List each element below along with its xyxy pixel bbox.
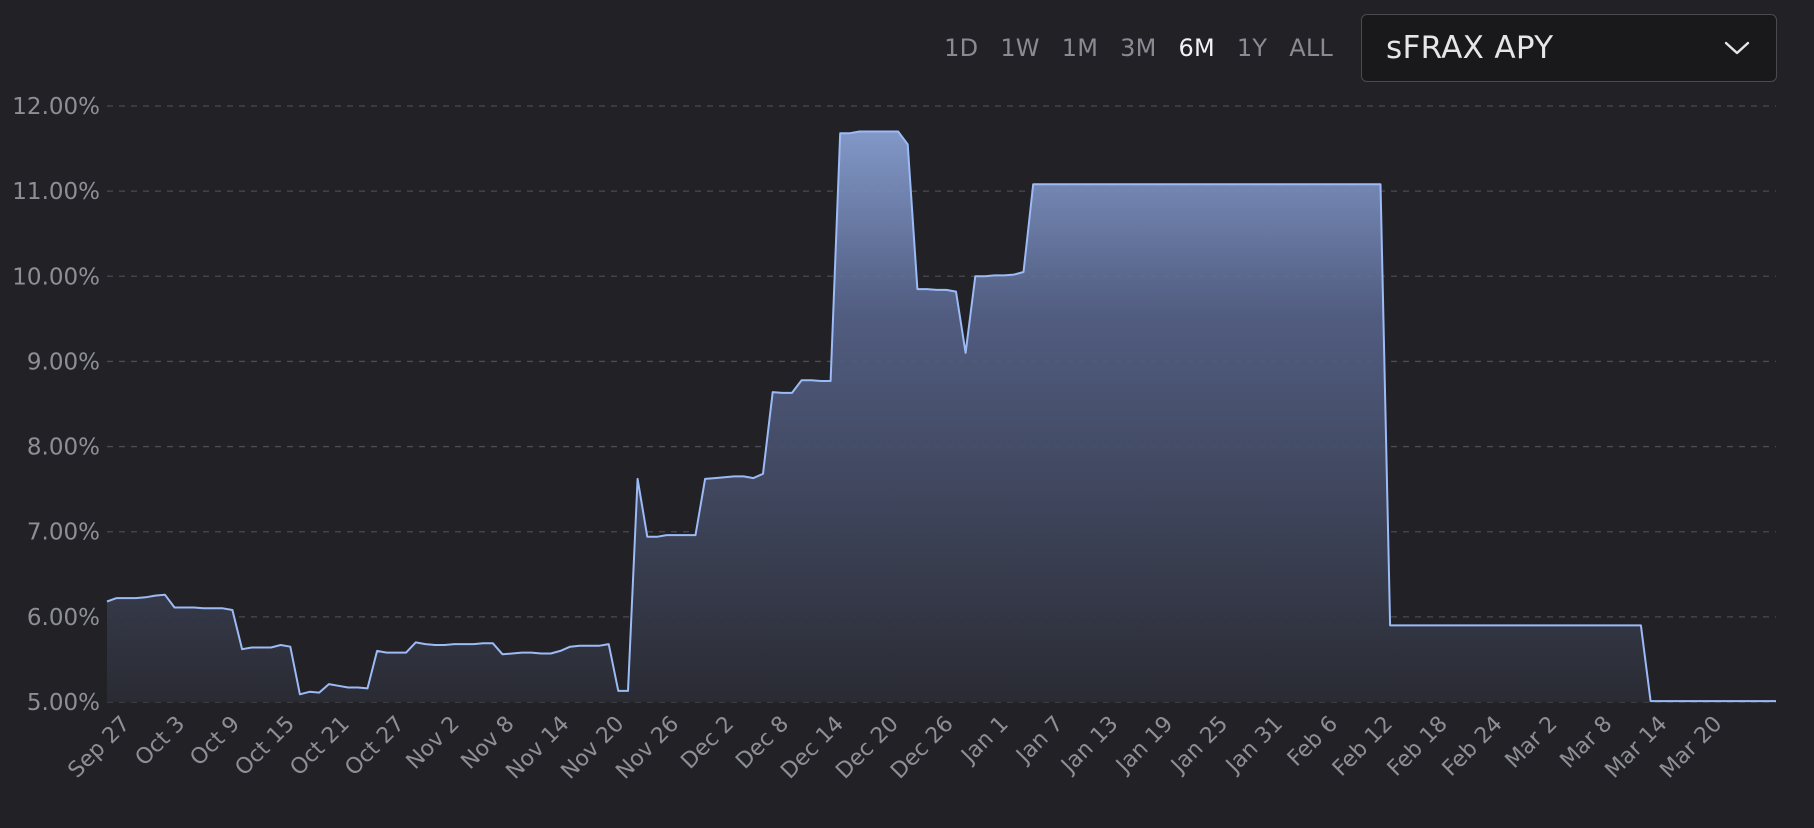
x-tick-label: Oct 27 bbox=[340, 712, 409, 781]
series-line bbox=[106, 130, 1776, 703]
x-tick-label: Jan 31 bbox=[1220, 712, 1288, 780]
y-tick-label: 7.00% bbox=[27, 520, 100, 546]
range-1w[interactable]: 1W bbox=[1000, 34, 1040, 62]
range-all[interactable]: ALL bbox=[1289, 34, 1333, 62]
x-tick-label: Oct 15 bbox=[231, 712, 300, 781]
metric-dropdown-label: sFRAX APY bbox=[1386, 30, 1554, 66]
x-tick-label: Dec 2 bbox=[676, 712, 739, 775]
x-tick-label: Feb 24 bbox=[1438, 712, 1508, 782]
x-tick-label: Jan 1 bbox=[956, 712, 1014, 770]
time-range-selector: 1D 1W 1M 3M 6M 1Y ALL bbox=[933, 18, 1344, 78]
range-3m[interactable]: 3M bbox=[1120, 34, 1157, 62]
x-tick-label: Jan 25 bbox=[1165, 712, 1233, 780]
y-tick-label: 8.00% bbox=[27, 435, 100, 461]
x-tick-label: Dec 26 bbox=[886, 712, 959, 785]
range-1d[interactable]: 1D bbox=[944, 34, 979, 62]
series-area bbox=[107, 131, 1776, 702]
y-tick-label: 6.00% bbox=[27, 605, 100, 631]
y-tick-label: 12.00% bbox=[12, 94, 100, 120]
y-tick-label: 9.00% bbox=[27, 349, 100, 375]
metric-dropdown[interactable]: sFRAX APY bbox=[1361, 14, 1777, 82]
range-1y[interactable]: 1Y bbox=[1236, 34, 1268, 62]
x-tick-label: Jan 13 bbox=[1056, 712, 1124, 780]
x-tick-label: Mar 20 bbox=[1655, 712, 1727, 784]
x-tick-label: Oct 21 bbox=[286, 712, 355, 781]
x-tick-label: Jan 19 bbox=[1110, 712, 1178, 780]
y-tick-label: 10.00% bbox=[12, 264, 100, 290]
range-6m[interactable]: 6M bbox=[1178, 34, 1215, 62]
range-1m[interactable]: 1M bbox=[1061, 34, 1099, 62]
x-tick-label: Feb 12 bbox=[1328, 712, 1398, 782]
x-tick-label: Feb 18 bbox=[1383, 712, 1453, 782]
y-tick-label: 11.00% bbox=[12, 179, 100, 205]
x-tick-label: Sep 27 bbox=[64, 712, 136, 784]
y-tick-label: 5.00% bbox=[27, 690, 100, 716]
x-tick-label: Mar 2 bbox=[1501, 712, 1563, 774]
chevron-down-icon bbox=[1722, 33, 1752, 63]
x-tick-label: Oct 3 bbox=[131, 712, 190, 771]
x-tick-label: Nov 2 bbox=[402, 712, 465, 775]
